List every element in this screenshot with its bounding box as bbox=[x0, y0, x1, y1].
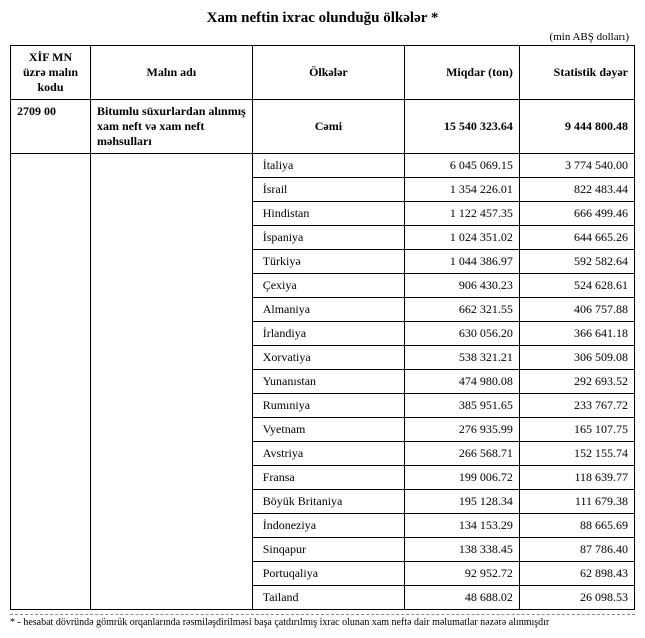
qty-cell: 199 006.72 bbox=[405, 466, 520, 490]
value-cell: 111 679.38 bbox=[519, 490, 634, 514]
total-label: Cəmi bbox=[252, 100, 404, 154]
value-cell: 406 757.88 bbox=[519, 298, 634, 322]
code-blank bbox=[11, 154, 91, 610]
value-cell: 592 582.64 bbox=[519, 250, 634, 274]
qty-cell: 276 935.99 bbox=[405, 418, 520, 442]
country-cell: Xorvatiya bbox=[252, 346, 404, 370]
qty-cell: 134 153.29 bbox=[405, 514, 520, 538]
value-cell: 87 786.40 bbox=[519, 538, 634, 562]
country-cell: Sinqapur bbox=[252, 538, 404, 562]
qty-cell: 1 044 386.97 bbox=[405, 250, 520, 274]
unit-label: (min ABŞ dolları) bbox=[10, 31, 635, 43]
qty-cell: 138 338.45 bbox=[405, 538, 520, 562]
total-value: 9 444 800.48 bbox=[519, 100, 634, 154]
value-cell: 292 693.52 bbox=[519, 370, 634, 394]
qty-cell: 6 045 069.15 bbox=[405, 154, 520, 178]
value-cell: 233 767.72 bbox=[519, 394, 634, 418]
table-row: İtaliya6 045 069.153 774 540.00 bbox=[11, 154, 635, 178]
country-cell: Hindistan bbox=[252, 202, 404, 226]
country-cell: Türkiyə bbox=[252, 250, 404, 274]
value-cell: 524 628.61 bbox=[519, 274, 634, 298]
value-cell: 3 774 540.00 bbox=[519, 154, 634, 178]
qty-cell: 195 128.34 bbox=[405, 490, 520, 514]
header-value: Statistik dəyər bbox=[519, 46, 634, 100]
value-cell: 88 665.69 bbox=[519, 514, 634, 538]
country-cell: Avstriya bbox=[252, 442, 404, 466]
value-cell: 152 155.74 bbox=[519, 442, 634, 466]
qty-cell: 662 321.55 bbox=[405, 298, 520, 322]
value-cell: 822 483.44 bbox=[519, 178, 634, 202]
country-cell: Böyük Britaniya bbox=[252, 490, 404, 514]
value-cell: 666 499.46 bbox=[519, 202, 634, 226]
value-cell: 366 641.18 bbox=[519, 322, 634, 346]
total-code: 2709 00 bbox=[11, 100, 91, 154]
value-cell: 118 639.77 bbox=[519, 466, 634, 490]
country-cell: Fransa bbox=[252, 466, 404, 490]
country-cell: İrlandiya bbox=[252, 322, 404, 346]
header-qty: Miqdar (ton) bbox=[405, 46, 520, 100]
country-cell: İspaniya bbox=[252, 226, 404, 250]
country-cell: İndoneziya bbox=[252, 514, 404, 538]
value-cell: 26 098.53 bbox=[519, 586, 634, 610]
country-cell: İsrail bbox=[252, 178, 404, 202]
qty-cell: 92 952.72 bbox=[405, 562, 520, 586]
country-cell: Vyetnam bbox=[252, 418, 404, 442]
value-cell: 165 107.75 bbox=[519, 418, 634, 442]
country-cell: İtaliya bbox=[252, 154, 404, 178]
country-cell: Rumıniya bbox=[252, 394, 404, 418]
qty-cell: 1 122 457.35 bbox=[405, 202, 520, 226]
page-title: Xam neftin ixrac olunduğu ölkələr * bbox=[10, 10, 635, 27]
qty-cell: 266 568.71 bbox=[405, 442, 520, 466]
country-cell: Almaniya bbox=[252, 298, 404, 322]
value-cell: 306 509.08 bbox=[519, 346, 634, 370]
qty-cell: 474 980.08 bbox=[405, 370, 520, 394]
export-table: XİF MN üzrə malın kodu Malın adı Ölkələr… bbox=[10, 45, 635, 610]
qty-cell: 1 354 226.01 bbox=[405, 178, 520, 202]
qty-cell: 385 951.65 bbox=[405, 394, 520, 418]
value-cell: 644 665.26 bbox=[519, 226, 634, 250]
country-cell: Tailand bbox=[252, 586, 404, 610]
total-qty: 15 540 323.64 bbox=[405, 100, 520, 154]
header-row: XİF MN üzrə malın kodu Malın adı Ölkələr… bbox=[11, 46, 635, 100]
total-row: 2709 00 Bitumlu süxurlardan alınmış xam … bbox=[11, 100, 635, 154]
header-name: Malın adı bbox=[91, 46, 253, 100]
header-code: XİF MN üzrə malın kodu bbox=[11, 46, 91, 100]
name-blank bbox=[91, 154, 253, 610]
qty-cell: 906 430.23 bbox=[405, 274, 520, 298]
footnote: * - hesabat dövründə gömrük orqanlarında… bbox=[10, 614, 635, 628]
qty-cell: 48 688.02 bbox=[405, 586, 520, 610]
country-cell: Yunanıstan bbox=[252, 370, 404, 394]
qty-cell: 538 321.21 bbox=[405, 346, 520, 370]
qty-cell: 1 024 351.02 bbox=[405, 226, 520, 250]
country-cell: Portuqaliya bbox=[252, 562, 404, 586]
header-country: Ölkələr bbox=[252, 46, 404, 100]
qty-cell: 630 056.20 bbox=[405, 322, 520, 346]
total-name: Bitumlu süxurlardan alınmış xam neft və … bbox=[91, 100, 253, 154]
country-cell: Çexiya bbox=[252, 274, 404, 298]
value-cell: 62 898.43 bbox=[519, 562, 634, 586]
